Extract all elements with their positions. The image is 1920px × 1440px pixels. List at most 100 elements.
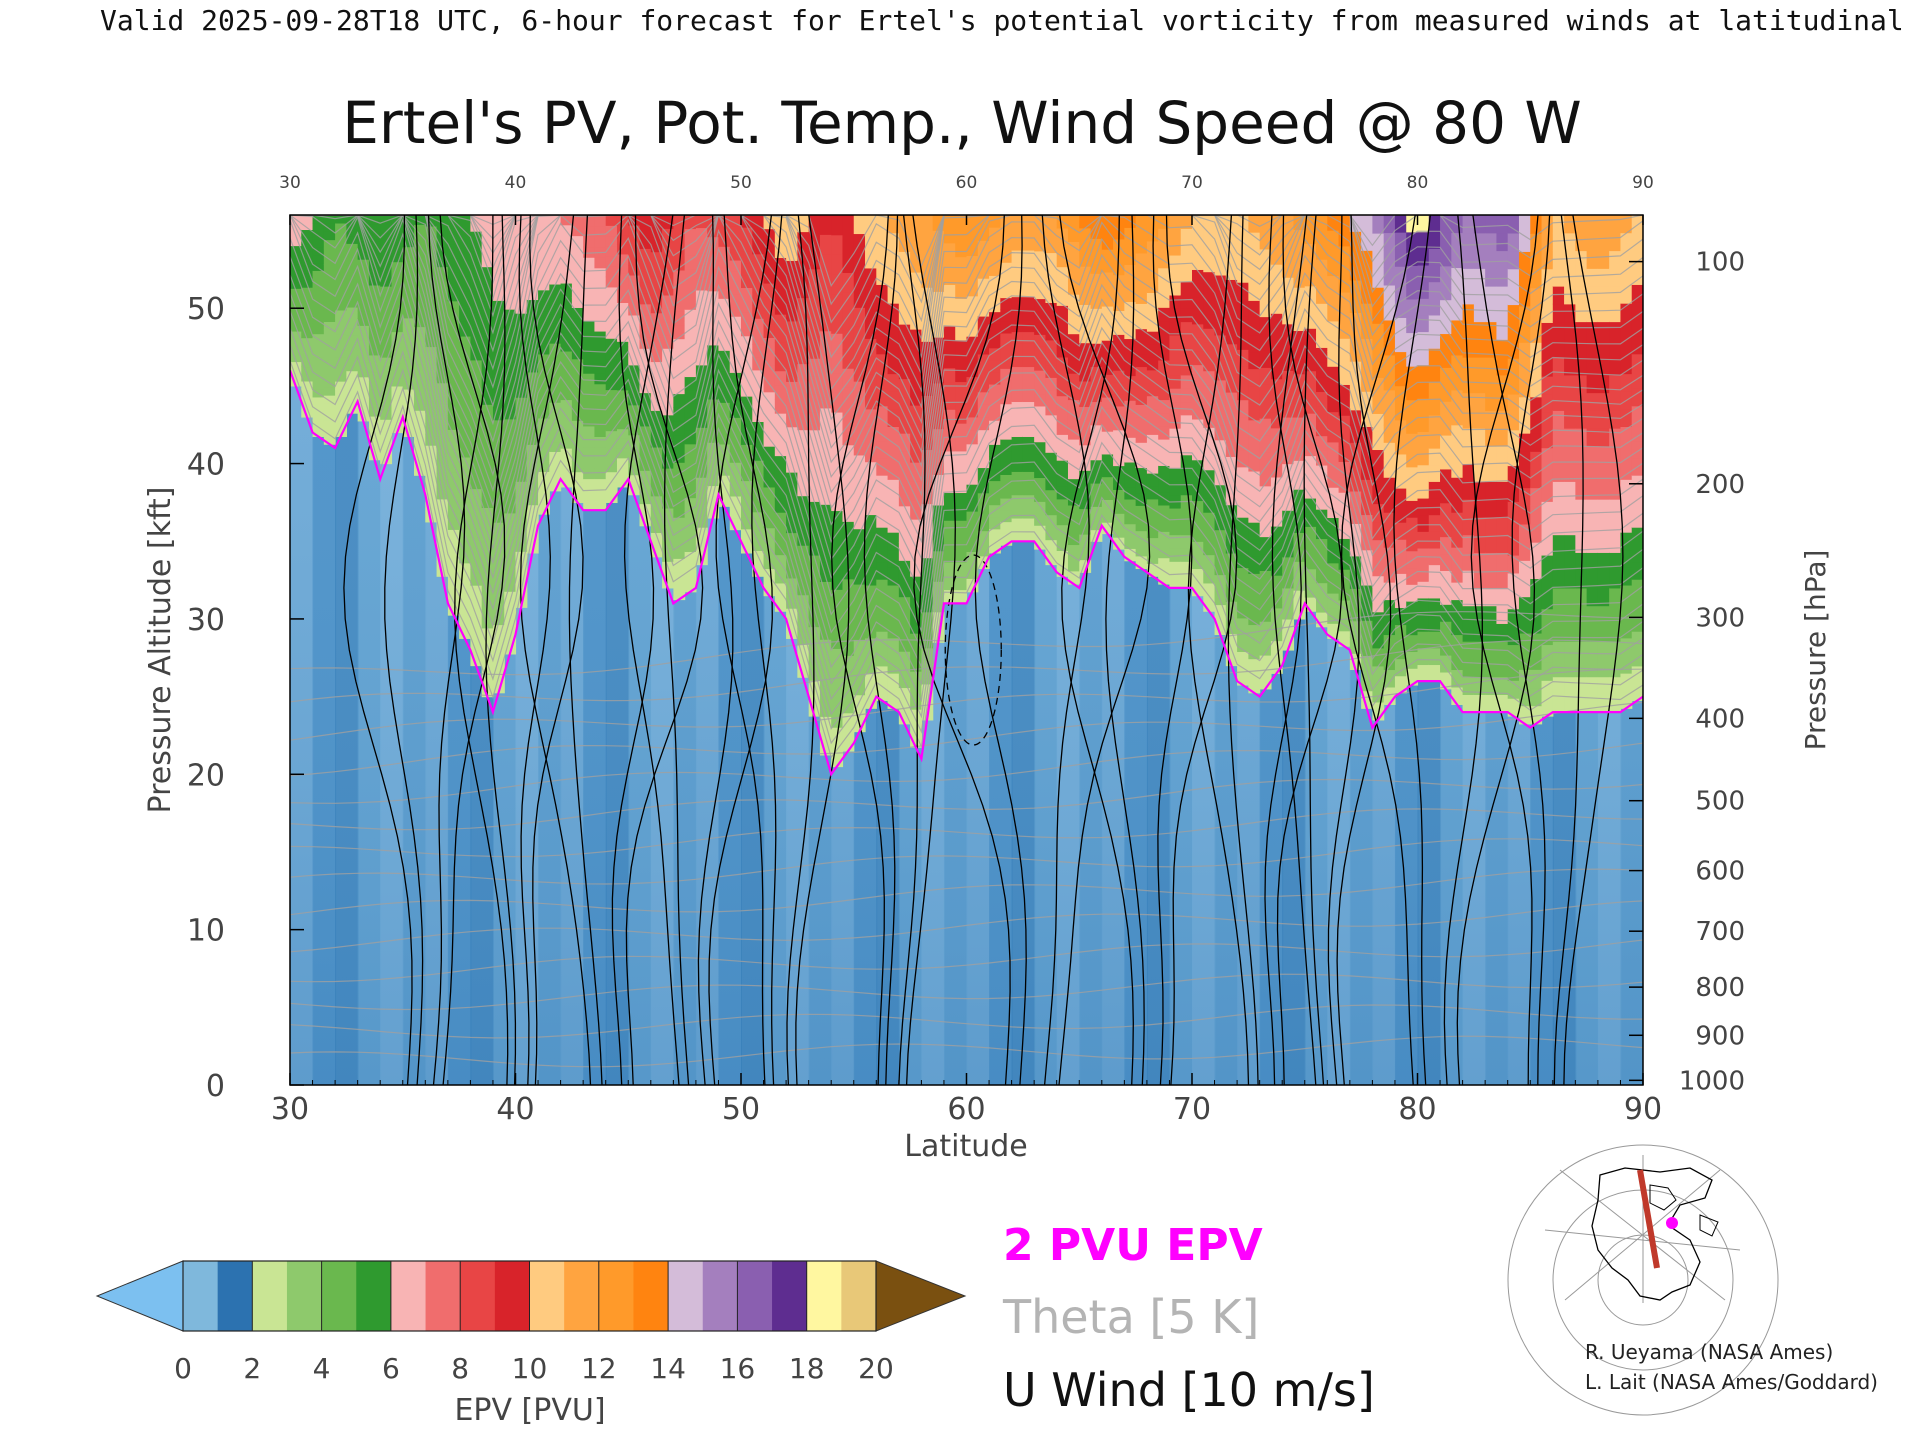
epv-cell <box>1248 334 1261 353</box>
epv-cell <box>301 344 314 353</box>
epv-cell <box>1316 391 1328 407</box>
epv-cell <box>1462 463 1475 482</box>
epv-cell <box>752 473 765 487</box>
epv-cell <box>887 355 900 375</box>
epv-cell <box>718 225 731 237</box>
epv-cell <box>538 492 550 504</box>
epv-cell <box>1631 492 1643 511</box>
epv-cell <box>1597 658 1610 678</box>
epv-cell <box>1270 215 1283 232</box>
epv-cell <box>616 244 629 255</box>
epv-cell <box>831 392 844 413</box>
epv-cell <box>808 340 821 359</box>
epv-cell <box>1146 524 1159 539</box>
epv-cell <box>910 633 922 653</box>
epv-cell <box>1518 487 1531 507</box>
epv-cell <box>1462 587 1475 607</box>
epv-cell <box>335 349 347 358</box>
epv-cell <box>1135 467 1148 481</box>
epv-cell <box>1406 231 1419 250</box>
epv-cell <box>605 317 618 329</box>
epv-cell <box>436 227 449 242</box>
epv-cell <box>786 487 798 503</box>
epv-cell <box>887 673 900 692</box>
epv-cell <box>1259 367 1272 385</box>
epv-cell <box>1462 481 1475 500</box>
epv-cell <box>594 446 607 459</box>
epv-cell <box>1473 570 1486 589</box>
colorbar-swatch <box>460 1261 496 1331</box>
epv-cell <box>752 253 765 268</box>
epv-cell <box>357 310 370 319</box>
epv-cell <box>301 380 314 389</box>
epv-cell <box>774 427 787 442</box>
epv-cell <box>831 372 844 393</box>
epv-cell <box>1620 408 1633 427</box>
epv-cell <box>290 349 302 356</box>
epv-cell <box>1631 388 1643 407</box>
epv-cell <box>1090 424 1103 437</box>
locator-map <box>1507 1144 1779 1416</box>
epv-cell <box>312 230 325 240</box>
epv-cell <box>549 451 562 462</box>
epv-cell <box>650 251 663 265</box>
epv-cell <box>1372 233 1385 252</box>
epv-cell <box>763 405 776 420</box>
epv-cell <box>1451 354 1464 373</box>
epv-cell <box>1496 605 1509 624</box>
epv-cell <box>1609 623 1622 642</box>
epv-cell <box>797 281 810 299</box>
epv-cell <box>1338 507 1351 524</box>
epv-cell <box>481 610 494 629</box>
epv-cell <box>1496 676 1509 695</box>
epv-cell <box>662 254 674 269</box>
epv-cell <box>1485 641 1498 660</box>
epv-cell <box>380 436 393 447</box>
epv-cell <box>1338 353 1351 370</box>
colorbar-swatch <box>286 1261 322 1331</box>
epv-cell <box>605 389 618 401</box>
epv-cell <box>887 267 900 287</box>
epv-cell <box>538 257 550 270</box>
epv-cell <box>1259 434 1272 453</box>
epv-cell <box>955 492 968 507</box>
epv-cell <box>1067 544 1080 559</box>
epv-cell <box>1406 298 1419 317</box>
epv-cell <box>786 577 798 594</box>
epv-cell <box>357 325 370 334</box>
epv-cell <box>921 215 934 234</box>
epv-cell <box>357 406 370 415</box>
epv-cell <box>1101 453 1114 466</box>
epv-cell <box>628 484 641 496</box>
epv-cell <box>391 393 404 403</box>
epv-cell <box>1338 322 1351 339</box>
epv-cell <box>662 348 674 363</box>
epv-cell <box>1564 570 1576 589</box>
epv-cell <box>808 608 821 628</box>
epv-cell <box>1530 269 1543 289</box>
epv-cell <box>1552 445 1565 465</box>
epv-cell <box>1541 662 1554 681</box>
epv-cell <box>1631 665 1643 684</box>
epv-cell <box>459 305 471 322</box>
epv-cell <box>1597 410 1610 429</box>
epv-cell <box>1564 268 1576 287</box>
epv-cell <box>673 585 686 601</box>
epv-cell <box>616 331 629 342</box>
epv-cell <box>943 575 956 591</box>
epv-cell <box>1541 572 1554 592</box>
epv-cell <box>695 352 708 366</box>
epv-cell <box>594 468 607 480</box>
epv-cell <box>425 510 438 523</box>
epv-cell <box>1473 445 1486 465</box>
epv-cell <box>1214 589 1227 606</box>
epv-cell <box>1022 389 1035 403</box>
epv-cell <box>301 409 314 418</box>
epv-cell <box>876 405 889 424</box>
epv-cell <box>436 447 449 461</box>
epv-cell <box>301 395 314 404</box>
epv-cell <box>774 597 787 612</box>
epv-cell <box>943 492 956 507</box>
epv-cell <box>1552 374 1565 394</box>
epv-cell <box>1507 376 1520 395</box>
